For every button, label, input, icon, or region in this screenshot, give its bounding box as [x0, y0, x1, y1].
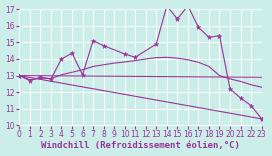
- X-axis label: Windchill (Refroidissement éolien,°C): Windchill (Refroidissement éolien,°C): [41, 141, 240, 150]
